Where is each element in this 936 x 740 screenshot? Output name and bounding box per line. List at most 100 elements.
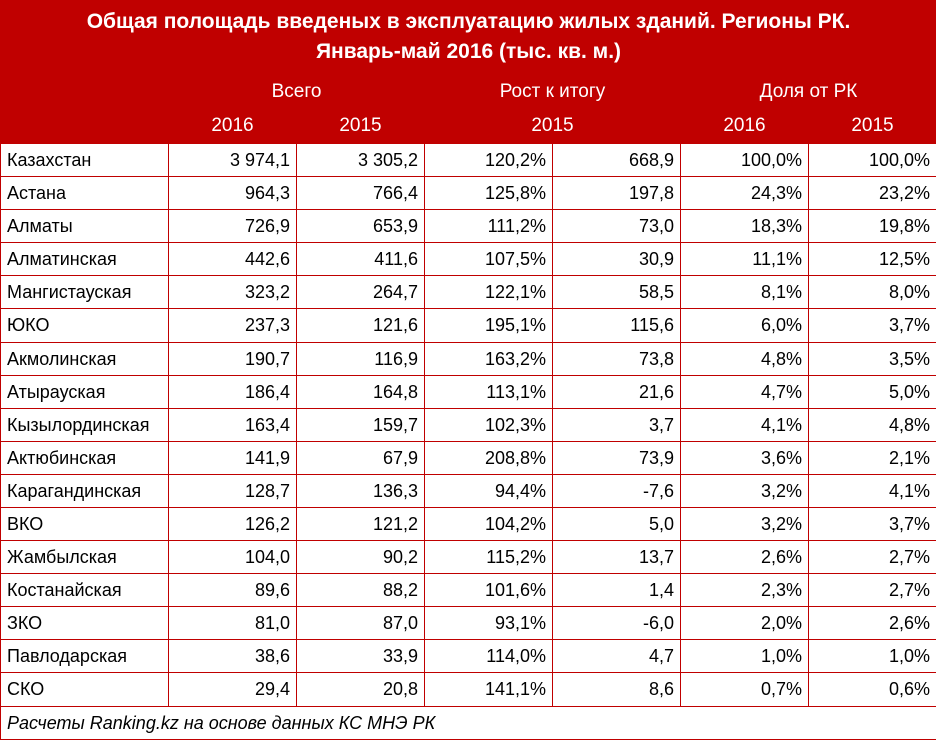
total-2016-cell: 89,6 (169, 574, 297, 607)
table-row: Казахстан3 974,13 305,2120,2%668,9100,0%… (1, 143, 936, 176)
share-2016-cell: 2,0% (681, 607, 809, 640)
col-share-2015: 2015 (809, 109, 936, 144)
share-2016-cell: 6,0% (681, 309, 809, 342)
region-cell: Алматинская (1, 243, 169, 276)
total-2015-cell: 264,7 (297, 276, 425, 309)
share-2016-cell: 1,0% (681, 640, 809, 673)
col-total-2015: 2015 (297, 109, 425, 144)
table-title: Общая полощадь введеных в эксплуатацию ж… (1, 1, 936, 75)
share-2015-cell: 5,0% (809, 375, 936, 408)
table-row: Павлодарская38,633,9114,0%4,71,0%1,0% (1, 640, 936, 673)
growth-abs-cell: 668,9 (553, 143, 681, 176)
share-2016-cell: 0,7% (681, 673, 809, 706)
footer-row: Расчеты Ranking.kz на основе данных КС М… (1, 706, 936, 739)
total-2016-cell: 104,0 (169, 541, 297, 574)
share-2015-cell: 12,5% (809, 243, 936, 276)
region-cell: Жамбылская (1, 541, 169, 574)
total-2015-cell: 121,2 (297, 508, 425, 541)
total-2016-cell: 964,3 (169, 177, 297, 210)
region-header-blank (1, 74, 169, 143)
total-2015-cell: 20,8 (297, 673, 425, 706)
share-2016-cell: 3,6% (681, 441, 809, 474)
growth-pct-cell: 195,1% (425, 309, 553, 342)
growth-abs-cell: 13,7 (553, 541, 681, 574)
share-2015-cell: 2,7% (809, 541, 936, 574)
region-cell: СКО (1, 673, 169, 706)
growth-abs-cell: 4,7 (553, 640, 681, 673)
share-2016-cell: 2,6% (681, 541, 809, 574)
share-2015-cell: 23,2% (809, 177, 936, 210)
region-cell: Астана (1, 177, 169, 210)
growth-abs-cell: 8,6 (553, 673, 681, 706)
share-2015-cell: 1,0% (809, 640, 936, 673)
total-2016-cell: 81,0 (169, 607, 297, 640)
title-line-2: Январь-май 2016 (тыс. кв. м.) (316, 40, 621, 63)
table-body: Казахстан3 974,13 305,2120,2%668,9100,0%… (1, 143, 936, 706)
total-2015-cell: 766,4 (297, 177, 425, 210)
growth-pct-cell: 104,2% (425, 508, 553, 541)
share-2016-cell: 3,2% (681, 474, 809, 507)
table-row: Акмолинская190,7116,9163,2%73,84,8%3,5% (1, 342, 936, 375)
total-2016-cell: 442,6 (169, 243, 297, 276)
total-2016-cell: 323,2 (169, 276, 297, 309)
growth-abs-cell: 21,6 (553, 375, 681, 408)
table-row: Кызылординская163,4159,7102,3%3,74,1%4,8… (1, 408, 936, 441)
share-2015-cell: 3,7% (809, 309, 936, 342)
growth-pct-cell: 163,2% (425, 342, 553, 375)
share-2016-cell: 2,3% (681, 574, 809, 607)
total-2016-cell: 237,3 (169, 309, 297, 342)
growth-pct-cell: 111,2% (425, 210, 553, 243)
col-group-total: Всего (169, 74, 425, 109)
total-2015-cell: 136,3 (297, 474, 425, 507)
share-2015-cell: 4,1% (809, 474, 936, 507)
share-2016-cell: 18,3% (681, 210, 809, 243)
table-row: Алматы726,9653,9111,2%73,018,3%19,8% (1, 210, 936, 243)
footer-note: Расчеты Ranking.kz на основе данных КС М… (1, 706, 936, 739)
growth-pct-cell: 120,2% (425, 143, 553, 176)
share-2015-cell: 8,0% (809, 276, 936, 309)
share-2015-cell: 100,0% (809, 143, 936, 176)
title-row: Общая полощадь введеных в эксплуатацию ж… (1, 1, 936, 75)
growth-pct-cell: 114,0% (425, 640, 553, 673)
total-2015-cell: 121,6 (297, 309, 425, 342)
table-row: Актюбинская141,967,9208,8%73,93,6%2,1% (1, 441, 936, 474)
growth-pct-cell: 113,1% (425, 375, 553, 408)
region-cell: Карагандинская (1, 474, 169, 507)
total-2015-cell: 411,6 (297, 243, 425, 276)
share-2016-cell: 100,0% (681, 143, 809, 176)
table-row: ЮКО237,3121,6195,1%115,66,0%3,7% (1, 309, 936, 342)
share-2015-cell: 19,8% (809, 210, 936, 243)
total-2015-cell: 116,9 (297, 342, 425, 375)
total-2015-cell: 87,0 (297, 607, 425, 640)
region-cell: Казахстан (1, 143, 169, 176)
table-row: ЗКО81,087,093,1%-6,02,0%2,6% (1, 607, 936, 640)
growth-pct-cell: 141,1% (425, 673, 553, 706)
region-cell: ЗКО (1, 607, 169, 640)
table-row: СКО29,420,8141,1%8,60,7%0,6% (1, 673, 936, 706)
share-2015-cell: 3,7% (809, 508, 936, 541)
total-2015-cell: 33,9 (297, 640, 425, 673)
growth-abs-cell: 5,0 (553, 508, 681, 541)
growth-abs-cell: 73,9 (553, 441, 681, 474)
growth-abs-cell: 3,7 (553, 408, 681, 441)
table-row: Жамбылская104,090,2115,2%13,72,6%2,7% (1, 541, 936, 574)
growth-abs-cell: -6,0 (553, 607, 681, 640)
housing-table: Общая полощадь введеных в эксплуатацию ж… (0, 0, 936, 740)
total-2016-cell: 29,4 (169, 673, 297, 706)
table-row: Карагандинская128,7136,394,4%-7,63,2%4,1… (1, 474, 936, 507)
region-cell: Алматы (1, 210, 169, 243)
region-cell: Костанайская (1, 574, 169, 607)
total-2015-cell: 159,7 (297, 408, 425, 441)
total-2015-cell: 90,2 (297, 541, 425, 574)
share-2015-cell: 4,8% (809, 408, 936, 441)
total-2016-cell: 163,4 (169, 408, 297, 441)
growth-abs-cell: 1,4 (553, 574, 681, 607)
table-row: Алматинская442,6411,6107,5%30,911,1%12,5… (1, 243, 936, 276)
share-2016-cell: 3,2% (681, 508, 809, 541)
region-cell: Мангистауская (1, 276, 169, 309)
total-2016-cell: 190,7 (169, 342, 297, 375)
total-2015-cell: 653,9 (297, 210, 425, 243)
group-header-row: Всего Рост к итогу Доля от РК (1, 74, 936, 109)
region-cell: Павлодарская (1, 640, 169, 673)
total-2015-cell: 88,2 (297, 574, 425, 607)
